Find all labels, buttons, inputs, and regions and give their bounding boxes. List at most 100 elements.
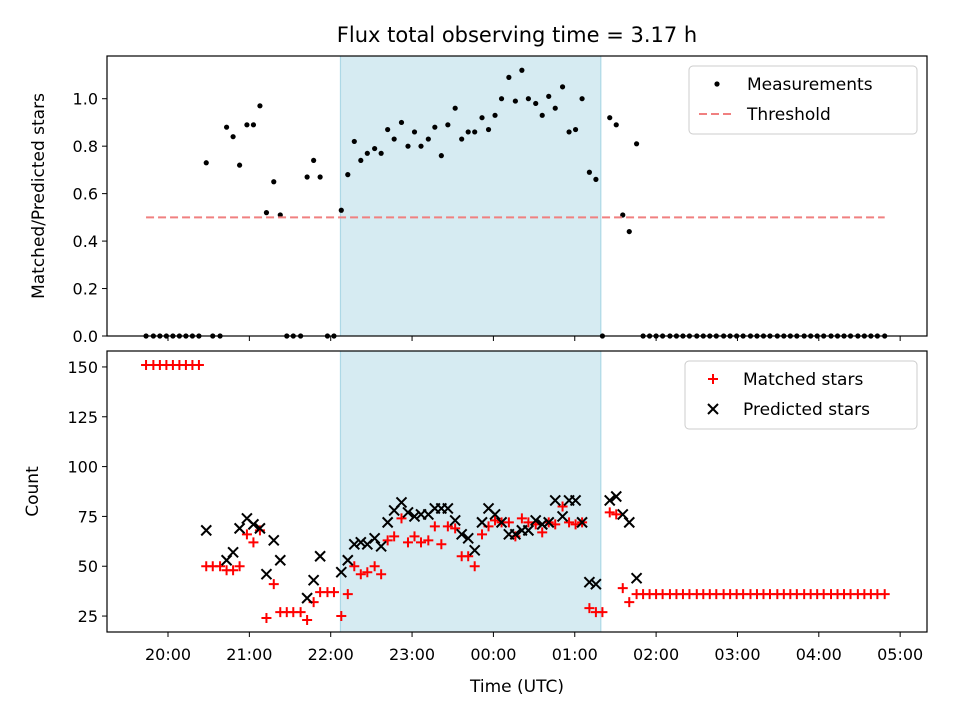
- legend-label: Predicted stars: [743, 400, 870, 420]
- data-point: [423, 535, 434, 546]
- data-point: [338, 207, 344, 213]
- data-point: [512, 98, 518, 104]
- data-point: [543, 516, 555, 529]
- data-point: [539, 112, 545, 118]
- data-point: [549, 494, 561, 507]
- data-point: [247, 518, 260, 531]
- series-predicted-stars: [200, 490, 643, 604]
- data-point: [516, 513, 527, 524]
- data-point: [479, 115, 485, 121]
- y-tick-label: 0.0: [73, 327, 98, 346]
- data-point: [372, 145, 378, 152]
- data-point: [485, 126, 492, 133]
- axes-frame: [106, 55, 928, 337]
- data-point: [607, 115, 613, 121]
- data-point: [465, 129, 471, 135]
- x-axis-label: Time (UTC): [469, 677, 564, 697]
- data-point: [604, 494, 616, 507]
- data-point: [261, 613, 272, 624]
- data-point: [438, 153, 444, 159]
- data-point: [396, 513, 407, 524]
- y-tick-label: 0.8: [73, 137, 98, 156]
- data-point: [537, 527, 548, 538]
- axes-frame: [106, 350, 928, 633]
- data-point: [557, 501, 568, 512]
- data-point: [584, 603, 595, 614]
- legend-box: [688, 65, 918, 135]
- legend-label: Measurements: [747, 75, 873, 95]
- series-measurements: [143, 67, 888, 339]
- data-point: [552, 105, 558, 111]
- data-point: [442, 521, 453, 532]
- data-point: [336, 611, 347, 622]
- data-point: [449, 514, 461, 527]
- legend: Measurements Threshold: [688, 65, 918, 135]
- data-point: [355, 569, 366, 580]
- data-point: [378, 150, 384, 156]
- data-point: [546, 93, 552, 99]
- x-tick-label: 04:00: [796, 645, 842, 664]
- legend-marker: [707, 403, 719, 415]
- data-point: [362, 567, 373, 578]
- data-point: [342, 589, 353, 600]
- x-tick-label: 03:00: [714, 645, 760, 664]
- data-point: [409, 531, 420, 542]
- data-point: [295, 607, 306, 618]
- data-point: [391, 136, 397, 142]
- data-point: [416, 537, 427, 548]
- data-point: [215, 561, 226, 572]
- data-point: [376, 569, 387, 580]
- data-point: [583, 576, 596, 588]
- data-point: [476, 516, 488, 529]
- data-point: [452, 105, 458, 111]
- data-point: [227, 546, 239, 558]
- data-point: [317, 174, 323, 180]
- data-point: [477, 529, 488, 540]
- data-point: [254, 522, 266, 535]
- x-tick-label: 02:00: [633, 645, 679, 664]
- data-point: [302, 615, 313, 626]
- data-point: [586, 169, 593, 175]
- data-point: [442, 502, 454, 515]
- data-point: [610, 490, 622, 503]
- data-point: [519, 67, 525, 73]
- data-point: [241, 529, 252, 540]
- data-point: [389, 531, 400, 542]
- data-point: [260, 568, 273, 580]
- data-point: [277, 212, 283, 218]
- data-point: [408, 510, 421, 523]
- y-tick-label: 100: [67, 458, 98, 477]
- data-point: [381, 516, 394, 529]
- x-tick-label: 22:00: [308, 645, 354, 664]
- data-point: [436, 539, 447, 550]
- data-point: [498, 96, 505, 102]
- series-matched-stars: [141, 359, 890, 626]
- data-point: [233, 522, 246, 535]
- data-point: [405, 143, 411, 149]
- legend-marker: [708, 374, 718, 384]
- data-point: [462, 532, 474, 545]
- data-point: [263, 210, 270, 216]
- data-point: [335, 566, 347, 578]
- data-point: [455, 528, 468, 541]
- data-point: [271, 179, 277, 185]
- data-point: [593, 176, 599, 182]
- data-point: [257, 103, 263, 109]
- shaded-span: [340, 56, 601, 336]
- data-point: [533, 100, 539, 107]
- data-point: [604, 507, 615, 518]
- data-point: [228, 565, 239, 576]
- data-point: [564, 517, 575, 528]
- data-point: [506, 74, 512, 80]
- legend-label: Threshold: [746, 105, 831, 125]
- data-point: [611, 509, 622, 520]
- data-point: [463, 551, 474, 562]
- y-axis-label: Matched/Predicted stars: [29, 93, 49, 299]
- legend-marker: [714, 81, 720, 87]
- data-point: [304, 174, 310, 180]
- legend: Matched stars Predicted stars: [684, 360, 918, 430]
- data-point: [364, 150, 370, 156]
- data-point: [590, 578, 602, 590]
- x-tick-label: 20:00: [145, 645, 191, 664]
